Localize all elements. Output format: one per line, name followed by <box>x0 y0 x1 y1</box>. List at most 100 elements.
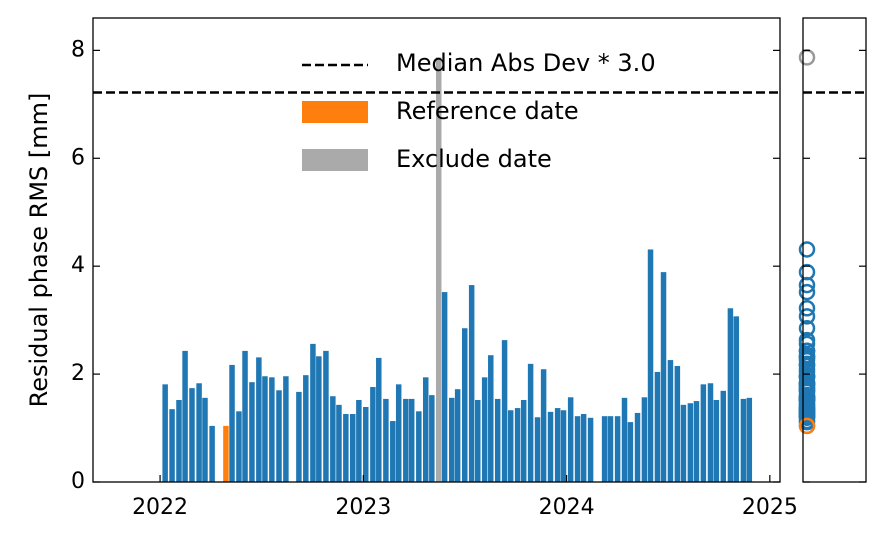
y-tick-label: 0 <box>71 469 85 494</box>
x-tick-label: 2023 <box>335 495 391 520</box>
y-tick-label: 2 <box>71 361 85 386</box>
bar <box>488 355 494 482</box>
bar <box>707 383 714 482</box>
y-tick-label: 6 <box>71 145 85 170</box>
bar <box>481 377 488 482</box>
bar <box>720 390 727 482</box>
bar <box>687 403 694 482</box>
bar <box>403 398 409 482</box>
bar <box>494 398 501 482</box>
bar <box>454 389 461 482</box>
bar <box>269 377 275 482</box>
bar <box>680 404 687 482</box>
value-point <box>798 241 816 258</box>
legend-label: Median Abs Dev * 3.0 <box>396 49 656 77</box>
bar <box>182 350 188 482</box>
bar <box>560 410 567 482</box>
bar <box>422 377 429 482</box>
legend-label: Reference date <box>396 97 579 125</box>
bar <box>336 404 342 482</box>
bar <box>634 412 641 482</box>
bar <box>303 375 309 482</box>
bar <box>554 408 561 482</box>
bar <box>236 411 242 482</box>
bar <box>435 57 442 482</box>
bar <box>408 398 415 482</box>
bar <box>416 411 422 482</box>
bar <box>567 397 574 482</box>
bar <box>580 414 587 482</box>
bar <box>501 340 508 482</box>
value-point <box>798 363 816 381</box>
bar <box>462 328 468 482</box>
value-point <box>798 308 816 325</box>
bar <box>189 388 195 482</box>
bar <box>601 416 608 482</box>
value-point <box>798 319 816 337</box>
bar <box>468 285 475 482</box>
bar <box>667 360 674 482</box>
side-axes-frame <box>802 17 867 483</box>
value-point <box>798 49 816 66</box>
bar <box>740 398 747 482</box>
bar <box>429 395 435 482</box>
bar <box>376 357 382 482</box>
x-tick-label: 2025 <box>742 495 798 520</box>
bar <box>283 376 289 482</box>
legend-label: Exclude date <box>396 145 552 173</box>
bar <box>660 272 667 482</box>
bar <box>249 382 255 482</box>
value-point <box>798 382 816 400</box>
value-point <box>798 417 816 435</box>
bar <box>527 363 534 482</box>
bar <box>534 417 541 482</box>
bar <box>323 350 329 482</box>
bar <box>330 396 336 482</box>
bar <box>520 399 527 482</box>
x-tick-label: 2024 <box>539 495 595 520</box>
bar <box>370 387 376 482</box>
bar <box>296 391 302 482</box>
value-point <box>798 357 816 375</box>
bar <box>356 399 362 482</box>
bar <box>614 416 621 482</box>
value-point <box>798 283 816 301</box>
bar <box>700 384 707 482</box>
x-tick-label: 2022 <box>132 495 188 520</box>
bar <box>540 369 547 482</box>
bar <box>316 356 322 482</box>
value-point <box>798 331 816 349</box>
bar <box>262 376 268 482</box>
bar <box>162 384 168 482</box>
bar <box>196 383 202 482</box>
bar <box>169 409 175 482</box>
axes-frame <box>92 17 781 483</box>
bar <box>507 410 514 482</box>
bar <box>223 425 229 482</box>
bar <box>449 397 455 482</box>
bar <box>547 411 554 482</box>
bar <box>363 407 369 482</box>
bar <box>475 399 481 482</box>
bar <box>202 397 208 482</box>
bar <box>343 414 349 482</box>
bar <box>209 425 215 482</box>
bar <box>693 401 700 482</box>
value-point <box>798 389 816 407</box>
value-point <box>798 351 816 369</box>
bar <box>514 408 521 482</box>
bar <box>176 399 182 482</box>
bar <box>674 366 681 482</box>
bar <box>310 343 316 482</box>
bar <box>390 421 396 482</box>
bar <box>441 292 448 482</box>
bar <box>256 357 262 482</box>
bar <box>621 397 628 482</box>
bar <box>607 416 614 482</box>
bar <box>641 397 648 482</box>
bar <box>727 308 734 482</box>
bar <box>746 397 753 482</box>
bar <box>350 414 356 482</box>
bar <box>395 384 402 482</box>
